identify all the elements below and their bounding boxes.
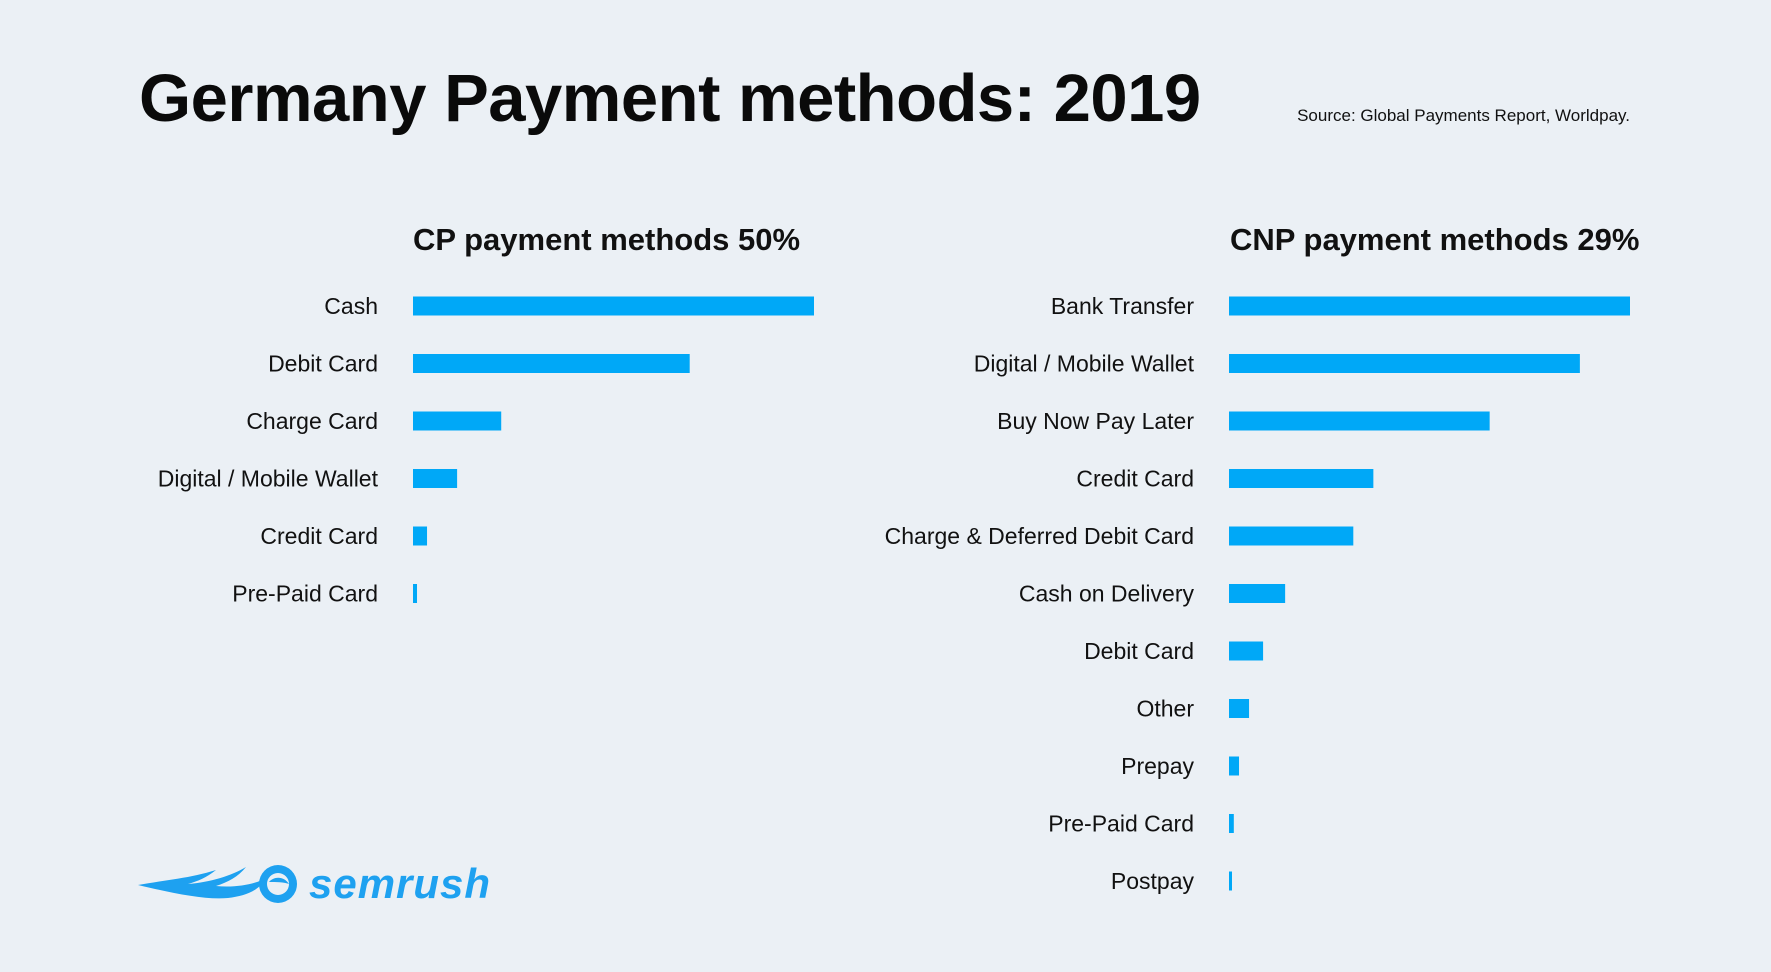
cp-payment-methods-chart: CP payment methods 50% Cash Debit Card Char… [158,222,814,607]
cnp-bar-digital-mobile-wallet [1229,354,1580,373]
cp-label-charge-card: Charge Card [246,408,378,434]
cnp-bar-bank-transfer [1229,296,1630,316]
cp-bar-charge-card [413,411,502,431]
cnp-label-cash-on-delivery: Cash on Delivery [1019,581,1195,607]
cnp-label-digital-mobile-wallet: Digital / Mobile Wallet [974,351,1195,377]
cnp-label-debit-card: Debit Card [1084,638,1194,664]
cp-label-cash: Cash [324,293,378,319]
cnp-bar-charge-deferred-debit-card [1229,526,1354,546]
cnp-bar-postpay [1229,871,1232,891]
cnp-bar-credit-card [1229,469,1374,488]
cnp-bar-pre-paid-card [1229,814,1234,833]
cp-bar-debit-card [413,354,690,373]
semrush-flame-icon [138,865,297,903]
cnp-label-buy-now-pay-later: Buy Now Pay Later [997,408,1194,434]
cnp-label-pre-paid-card: Pre-Paid Card [1048,811,1194,837]
cp-bar-cash [413,296,814,316]
cnp-bar-buy-now-pay-later [1229,411,1490,431]
cnp-label-prepay: Prepay [1121,753,1194,779]
cp-bar-credit-card [413,526,428,546]
cp-label-debit-card: Debit Card [268,351,378,377]
cp-label-pre-paid-card: Pre-Paid Card [232,581,378,607]
cp-chart-title: CP payment methods 50% [413,222,800,257]
cnp-bar-debit-card [1229,641,1264,661]
cp-label-digital-mobile-wallet: Digital / Mobile Wallet [158,466,379,492]
source-note: Source: Global Payments Report, Worldpay… [1297,106,1630,125]
page-title: Germany Payment methods: 2019 [139,61,1201,136]
cnp-bar-prepay [1229,756,1240,776]
cnp-chart-title: CNP payment methods 29% [1230,222,1639,257]
cnp-label-bank-transfer: Bank Transfer [1051,293,1195,319]
semrush-wordmark: semrush [309,860,492,907]
cnp-label-other: Other [1136,696,1194,722]
cnp-payment-methods-chart: CNP payment methods 29% Bank Transfer Digi… [885,222,1640,894]
cp-label-credit-card: Credit Card [260,523,378,549]
cnp-bar-cash-on-delivery [1229,584,1286,603]
cnp-label-credit-card: Credit Card [1076,466,1194,492]
cnp-bar-other [1229,699,1250,718]
cnp-label-postpay: Postpay [1111,868,1195,894]
cp-bar-digital-mobile-wallet [413,469,458,488]
cp-bar-pre-paid-card [413,584,418,603]
cnp-label-charge-deferred-debit-card: Charge & Deferred Debit Card [885,523,1194,549]
